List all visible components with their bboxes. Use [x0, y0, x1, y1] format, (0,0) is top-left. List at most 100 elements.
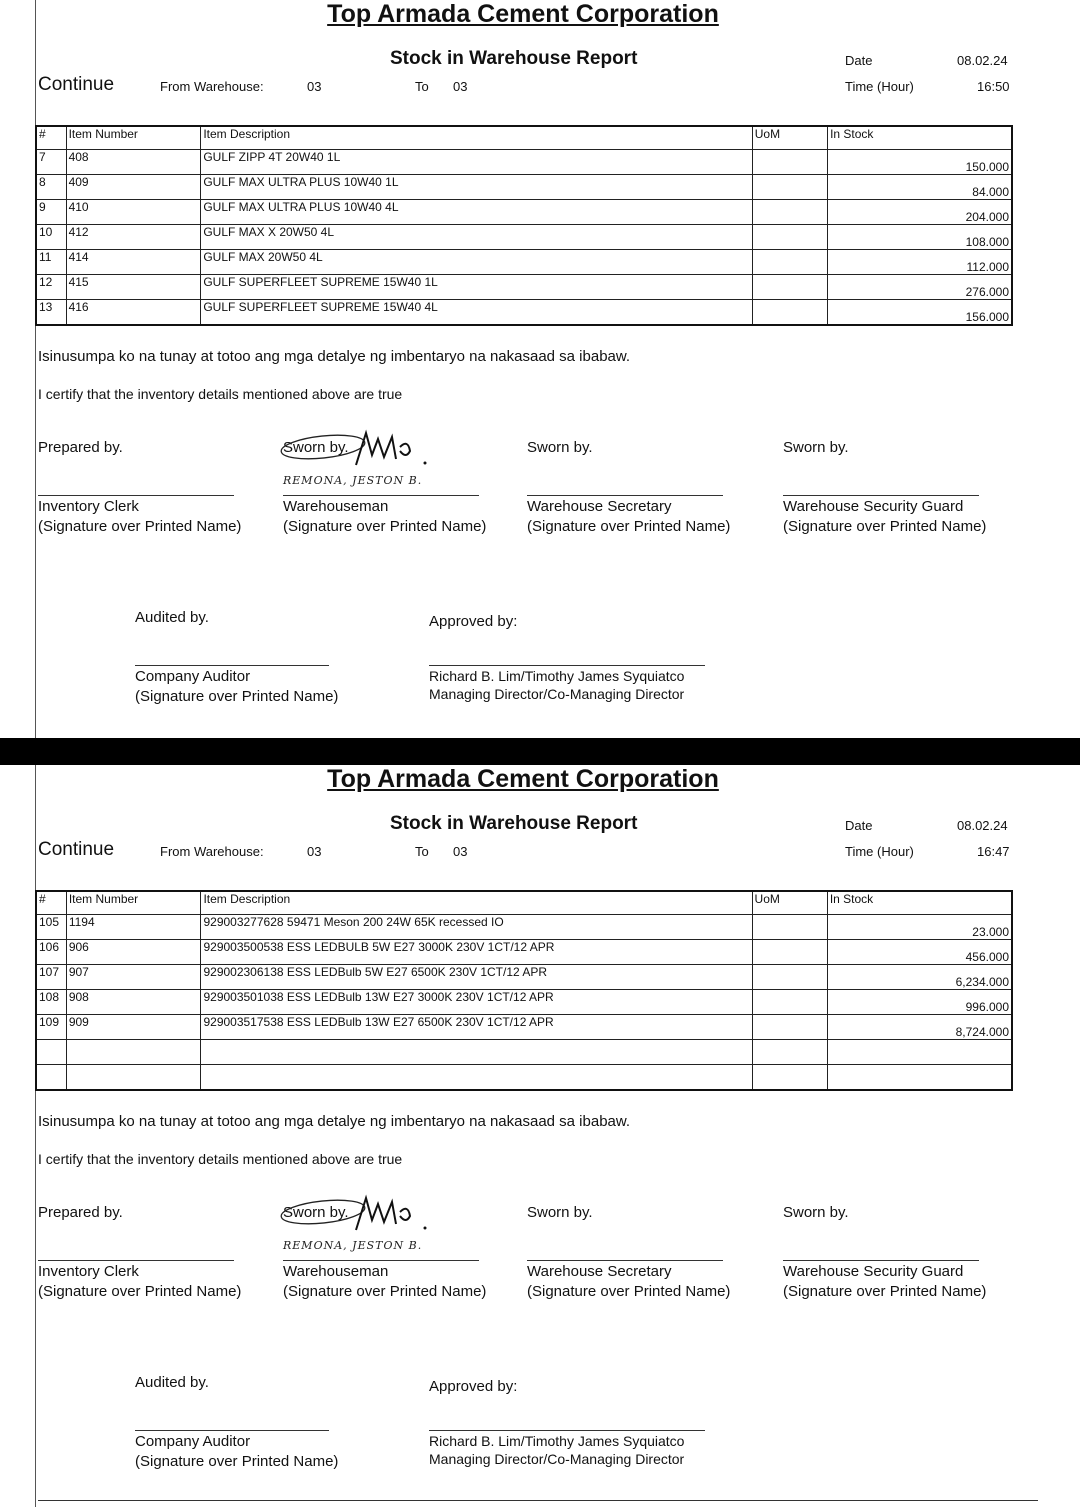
handwritten-signature	[280, 429, 427, 466]
table-cell: 1194	[65, 914, 202, 940]
to-value: 03	[453, 79, 468, 94]
table-cell: 6,234.000	[826, 964, 1013, 990]
table-cell: 106	[35, 939, 67, 965]
table-row: 105 1194 929003277628 59471 Meson 200 24W …	[35, 914, 1013, 940]
table-cell: 906	[65, 939, 202, 965]
column-header: Item Number	[65, 125, 202, 150]
signatory-note: (Signature over Printed Name)	[527, 1283, 731, 1300]
signature-line	[783, 495, 979, 496]
table-cell: GULF MAX ULTRA PLUS 10W40 1L	[200, 174, 753, 200]
date-label: Date	[845, 53, 873, 68]
table-cell	[751, 174, 829, 200]
to-label: To	[415, 844, 429, 859]
signatory-heading: Sworn by.	[783, 439, 849, 456]
table-cell: 150.000	[827, 149, 1013, 175]
table-cell	[751, 939, 828, 965]
table-cell: 12	[35, 274, 67, 300]
signatory-heading: Sworn by.	[283, 1204, 349, 1221]
table-row: 12 415 GULF SUPERFLEET SUPREME 15W40 1L 276…	[35, 274, 1013, 300]
company-title: Top Armada Cement Corporation	[327, 0, 719, 28]
table-cell: 204.000	[827, 199, 1013, 225]
handwritten-name: REMONA, JESTON B.	[283, 1239, 423, 1252]
signatory-heading: Sworn by.	[783, 1204, 849, 1221]
table-cell: 909	[65, 1014, 202, 1040]
signatory-role: Warehouseman	[283, 1263, 389, 1280]
table-cell: 416	[65, 299, 202, 326]
signatory-note: (Signature over Printed Name)	[38, 1283, 242, 1300]
approver-names: Richard B. Lim/Timothy James Syquiatco	[429, 1433, 685, 1449]
signatory-note: (Signature over Printed Name)	[38, 518, 242, 535]
table-cell: 996.000	[826, 989, 1013, 1015]
table-cell: 8	[35, 174, 67, 200]
table-cell: 7	[35, 149, 67, 175]
time-label: Time (Hour)	[845, 79, 914, 94]
signatory-note: (Signature over Printed Name)	[283, 1283, 487, 1300]
signatory-heading: Prepared by.	[38, 1204, 123, 1221]
table-cell	[751, 1064, 828, 1091]
table-cell: 10	[35, 224, 67, 250]
table-header-row: # Item Number Item Description UoM In Stock	[35, 125, 1013, 150]
table-cell: 11	[35, 249, 67, 275]
signatory-note: (Signature over Printed Name)	[783, 1283, 987, 1300]
column-header: UoM	[751, 125, 829, 150]
signatory-note: (Signature over Printed Name)	[527, 518, 731, 535]
column-header: Item Description	[200, 125, 753, 150]
from-warehouse-value: 03	[307, 844, 322, 859]
table-row: 106 906 929003500538 ESS LEDBULB 5W E27 30…	[35, 939, 1013, 965]
date-label: Date	[845, 818, 873, 833]
table-cell: 414	[65, 249, 202, 275]
table-cell: 109	[35, 1014, 67, 1040]
signatory-role: Warehouse Security Guard	[783, 498, 964, 515]
table-row: 109 909 929003517538 ESS LEDBulb 13W E27 6…	[35, 1014, 1013, 1040]
audited-by-label: Audited by.	[135, 1374, 209, 1391]
continue-label: Continue	[38, 839, 115, 860]
signatory-role: Inventory Clerk	[38, 1263, 139, 1280]
handwritten-name: REMONA, JESTON B.	[283, 474, 423, 487]
table-cell: GULF ZIPP 4T 20W40 1L	[200, 149, 753, 175]
table-cell: 23.000	[826, 914, 1013, 940]
signatory-heading: Sworn by.	[283, 439, 349, 456]
to-label: To	[415, 79, 429, 94]
table-cell: 112.000	[827, 249, 1013, 275]
signature-line	[527, 1260, 723, 1261]
table-cell	[751, 224, 829, 250]
table-cell	[826, 1064, 1013, 1091]
signature-line	[38, 1260, 234, 1261]
table-cell	[751, 964, 828, 990]
table-row: 11 414 GULF MAX 20W50 4L 112.000	[35, 249, 1013, 275]
audited-by-label: Audited by.	[135, 609, 209, 626]
auditor-role: Company Auditor	[135, 1433, 251, 1450]
auditor-note: (Signature over Printed Name)	[135, 688, 339, 705]
table-cell: 13	[35, 299, 67, 326]
approver-titles: Managing Director/Co-Managing Director	[429, 686, 685, 702]
oath-text: Isinusumpa ko na tunay at totoo ang mga …	[38, 348, 631, 365]
table-cell: GULF MAX 20W50 4L	[200, 249, 753, 275]
report-title: Stock in Warehouse Report	[390, 813, 638, 834]
table-row: 13 416 GULF SUPERFLEET SUPREME 15W40 4L 156…	[35, 299, 1013, 326]
date-value: 08.02.24	[957, 53, 1008, 68]
certify-text: I certify that the inventory details men…	[38, 1151, 403, 1167]
signature-line	[38, 495, 234, 496]
table-cell	[200, 1039, 753, 1065]
to-value: 03	[453, 844, 468, 859]
table-cell: GULF SUPERFLEET SUPREME 15W40 4L	[200, 299, 753, 326]
table-cell: 908	[65, 989, 202, 1015]
table-cell	[65, 1039, 202, 1065]
from-warehouse-value: 03	[307, 79, 322, 94]
signatory-heading: Prepared by.	[38, 439, 123, 456]
from-warehouse-label: From Warehouse:	[160, 79, 264, 94]
column-header: #	[35, 125, 67, 150]
time-value: 16:47	[977, 844, 1010, 859]
table-cell	[751, 249, 829, 275]
table-cell: 8,724.000	[826, 1014, 1013, 1040]
report-title: Stock in Warehouse Report	[390, 48, 638, 69]
auditor-signature-line	[135, 1430, 329, 1431]
table-cell: 415	[65, 274, 202, 300]
column-header: #	[35, 890, 67, 915]
signatory-role: Warehouse Secretary	[527, 1263, 672, 1280]
page-bottom-line	[38, 1500, 1038, 1501]
time-value: 16:50	[977, 79, 1010, 94]
table-cell	[751, 274, 829, 300]
signatory-heading: Sworn by.	[527, 439, 593, 456]
auditor-note: (Signature over Printed Name)	[135, 1453, 339, 1470]
